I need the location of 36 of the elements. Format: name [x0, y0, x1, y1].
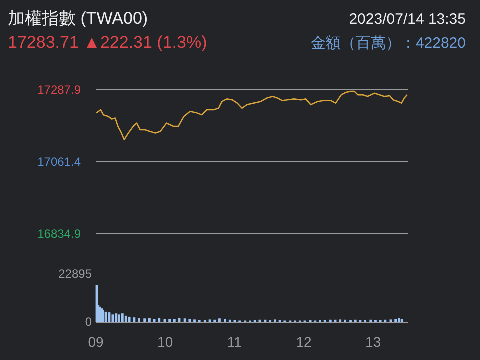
text: 2023/07/14 13:35: [349, 11, 466, 28]
bar: [168, 319, 171, 322]
x-tick-label: 12: [296, 334, 312, 350]
x-tick-label: 10: [158, 334, 174, 350]
bar: [133, 318, 136, 322]
bar: [224, 319, 226, 322]
bar: [400, 319, 404, 322]
text: 金額（百萬）：422820: [310, 35, 466, 52]
y-tick-label: 22895: [58, 267, 92, 281]
bar: [164, 319, 166, 322]
bar: [124, 316, 128, 322]
bar: [158, 318, 161, 322]
bar: [121, 314, 124, 322]
y-tick-label: 17287.9: [38, 83, 82, 97]
x-tick-label: 13: [366, 334, 382, 350]
y-tick-label: 0: [85, 315, 92, 329]
bar: [138, 318, 140, 322]
bar: [148, 318, 151, 322]
bar: [112, 314, 114, 322]
bar: [398, 318, 400, 322]
bar: [115, 314, 118, 322]
line-series: [96, 90, 408, 141]
bar: [128, 316, 131, 322]
y-tick-label: 16834.9: [38, 227, 82, 241]
bar: [394, 319, 398, 322]
chart-title: 加權指數 (TWA00): [8, 9, 148, 28]
bar: [144, 318, 146, 322]
bar: [184, 318, 186, 322]
chart-subtitle: 17283.71 ▲222.31 (1.3%): [8, 33, 208, 52]
bar: [118, 314, 120, 322]
x-tick-label: 09: [88, 334, 104, 350]
y-tick-label: 17061.4: [38, 155, 82, 169]
bar: [218, 318, 221, 322]
bar: [188, 319, 192, 322]
bar: [173, 319, 176, 322]
x-tick-label: 11: [227, 334, 242, 350]
